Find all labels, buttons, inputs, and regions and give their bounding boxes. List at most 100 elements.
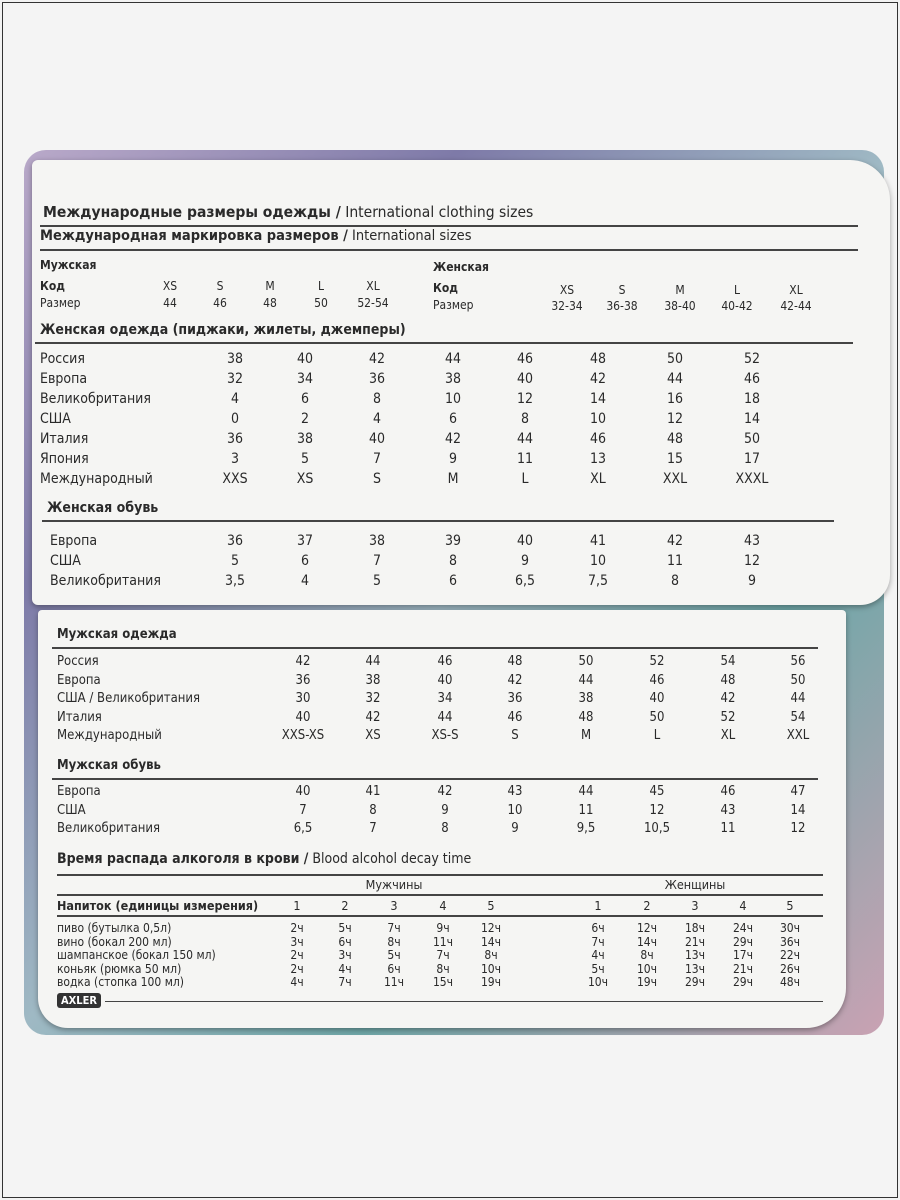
men_clothing-cell: 30 <box>295 691 311 706</box>
women_clothing-cell: XS <box>296 471 314 487</box>
women_clothing-cell: 5 <box>300 451 310 467</box>
women_shoes-cell: 36 <box>226 533 244 549</box>
decay-cell: 4ч <box>338 961 352 976</box>
decay-cell: 24ч <box>732 921 754 935</box>
women_clothing-row-label: Италия <box>40 431 89 447</box>
men-code: L <box>317 279 325 293</box>
women_clothing-cell: 46 <box>589 431 607 447</box>
men_shoes-cell: 9 <box>441 802 449 818</box>
men_clothing-cell: 36 <box>295 672 311 688</box>
men_clothing-cell: XXS-XS <box>281 728 325 743</box>
alcohol-heading: Время распада алкоголя в крови / Blood a… <box>57 851 471 867</box>
decay-cell: 8ч <box>484 948 498 962</box>
women_shoes-cell: 10 <box>589 553 607 569</box>
decay-cell: 11ч <box>383 975 405 989</box>
women_clothing-row-label: США <box>40 411 71 427</box>
women_shoes-row-label: США <box>50 553 81 569</box>
decay-cell: 8ч <box>436 961 450 976</box>
men_clothing-cell: 52 <box>720 709 736 725</box>
decay-cell: 19ч <box>636 975 658 989</box>
decay-cell: 13ч <box>684 961 706 976</box>
decay-cell: 21ч <box>684 934 706 949</box>
men_clothing-cell: 44 <box>790 691 806 706</box>
women_clothing-cell: 10 <box>444 391 462 407</box>
women_shoes-cell: 5 <box>372 573 382 589</box>
decay-cell: 10ч <box>480 961 502 976</box>
men_clothing-row-label: Европа <box>57 672 101 688</box>
men_shoes-cell: 7 <box>299 802 307 818</box>
women_shoes-cell: 4 <box>300 573 310 589</box>
decay-cell: 30ч <box>779 921 801 935</box>
unit-header: 1 <box>293 898 301 913</box>
women-code-label: Код <box>433 281 458 295</box>
decay-cell: 8ч <box>640 948 654 962</box>
women_clothing-cell: 48 <box>589 351 607 367</box>
women_shoes-row-label: Великобритания <box>50 573 161 589</box>
decay-cell: 3ч <box>338 948 352 962</box>
decay-cell: 17ч <box>732 948 754 962</box>
axler-logo: AXLER <box>57 993 101 1008</box>
women-size: 36-38 <box>606 299 638 313</box>
women_clothing-cell: 40 <box>516 371 534 387</box>
women_clothing-cell: 38 <box>226 351 244 367</box>
decay-cell: 10ч <box>587 975 609 989</box>
men_clothing-cell: 46 <box>649 672 665 688</box>
men_clothing-cell: 44 <box>578 672 594 688</box>
women-size: 42-44 <box>780 299 812 313</box>
men_clothing-rule <box>52 647 818 649</box>
decay-cell: 6ч <box>387 961 401 976</box>
decay-cell: 12ч <box>480 921 502 935</box>
women_shoes-cell: 5 <box>230 553 240 569</box>
men_shoes-cell: 10,5 <box>643 821 671 836</box>
men_clothing-title: Мужская одежда <box>57 627 177 642</box>
women_shoes-row-label: Европа <box>50 533 98 549</box>
men_clothing-cell: 38 <box>365 672 381 688</box>
women_shoes-cell: 6 <box>300 553 310 569</box>
men_shoes-cell: 11 <box>720 821 736 836</box>
men_shoes-cell: 7 <box>369 821 377 836</box>
women-code: L <box>733 283 741 297</box>
men_clothing-cell: 48 <box>720 672 736 688</box>
men_clothing-cell: 50 <box>790 672 806 688</box>
drink-header: Напиток (единицы измерения) <box>57 898 259 913</box>
men_shoes-cell: 43 <box>507 784 523 799</box>
women_clothing-row-label: Великобритания <box>40 391 151 407</box>
women_clothing-cell: XXL <box>662 471 688 487</box>
decay-cell: 18ч <box>684 921 706 935</box>
unit-header: 4 <box>439 898 447 913</box>
women_clothing-cell: 14 <box>589 391 607 407</box>
women_clothing-cell: 8 <box>520 411 530 427</box>
men-size: 50 <box>314 296 328 310</box>
men_clothing-cell: XL <box>720 728 736 743</box>
women_clothing-cell: 44 <box>666 371 684 387</box>
men_shoes-cell: 10 <box>507 802 523 818</box>
women_clothing-cell: 16 <box>666 391 684 407</box>
women_shoes-cell: 11 <box>666 553 684 569</box>
decay-cell: 14ч <box>480 934 502 949</box>
men_clothing-cell: XXL <box>786 728 810 743</box>
men_shoes-cell: 8 <box>441 821 449 836</box>
decay-cell: 2ч <box>290 961 304 976</box>
men_clothing-cell: 42 <box>507 672 523 688</box>
decay-cell: 7ч <box>591 934 605 949</box>
men_clothing-cell: 46 <box>437 654 453 669</box>
women_clothing-rule <box>35 342 853 344</box>
decay-cell: 15ч <box>432 975 454 989</box>
men_shoes-cell: 40 <box>295 784 311 799</box>
women_clothing-cell: 6 <box>300 391 310 407</box>
men_clothing-cell: 48 <box>507 654 523 669</box>
unit-header: 4 <box>739 898 747 913</box>
women-group-label: Женщины <box>664 877 726 892</box>
women_clothing-cell: 9 <box>448 451 458 467</box>
women_clothing-cell: 3 <box>230 451 240 467</box>
decay-cell: 10ч <box>636 961 658 976</box>
men_clothing-cell: 56 <box>790 654 806 669</box>
women_clothing-cell: 4 <box>230 391 240 407</box>
men-size: 46 <box>213 296 227 310</box>
women_clothing-cell: 46 <box>516 351 534 367</box>
women_clothing-cell: 44 <box>444 351 462 367</box>
men-code: M <box>265 279 275 293</box>
men_clothing-cell: 34 <box>437 691 453 706</box>
drink-label: коньяк (рюмка 50 мл) <box>57 961 182 976</box>
intl-ru: Международная маркировка размеров / <box>40 228 348 244</box>
